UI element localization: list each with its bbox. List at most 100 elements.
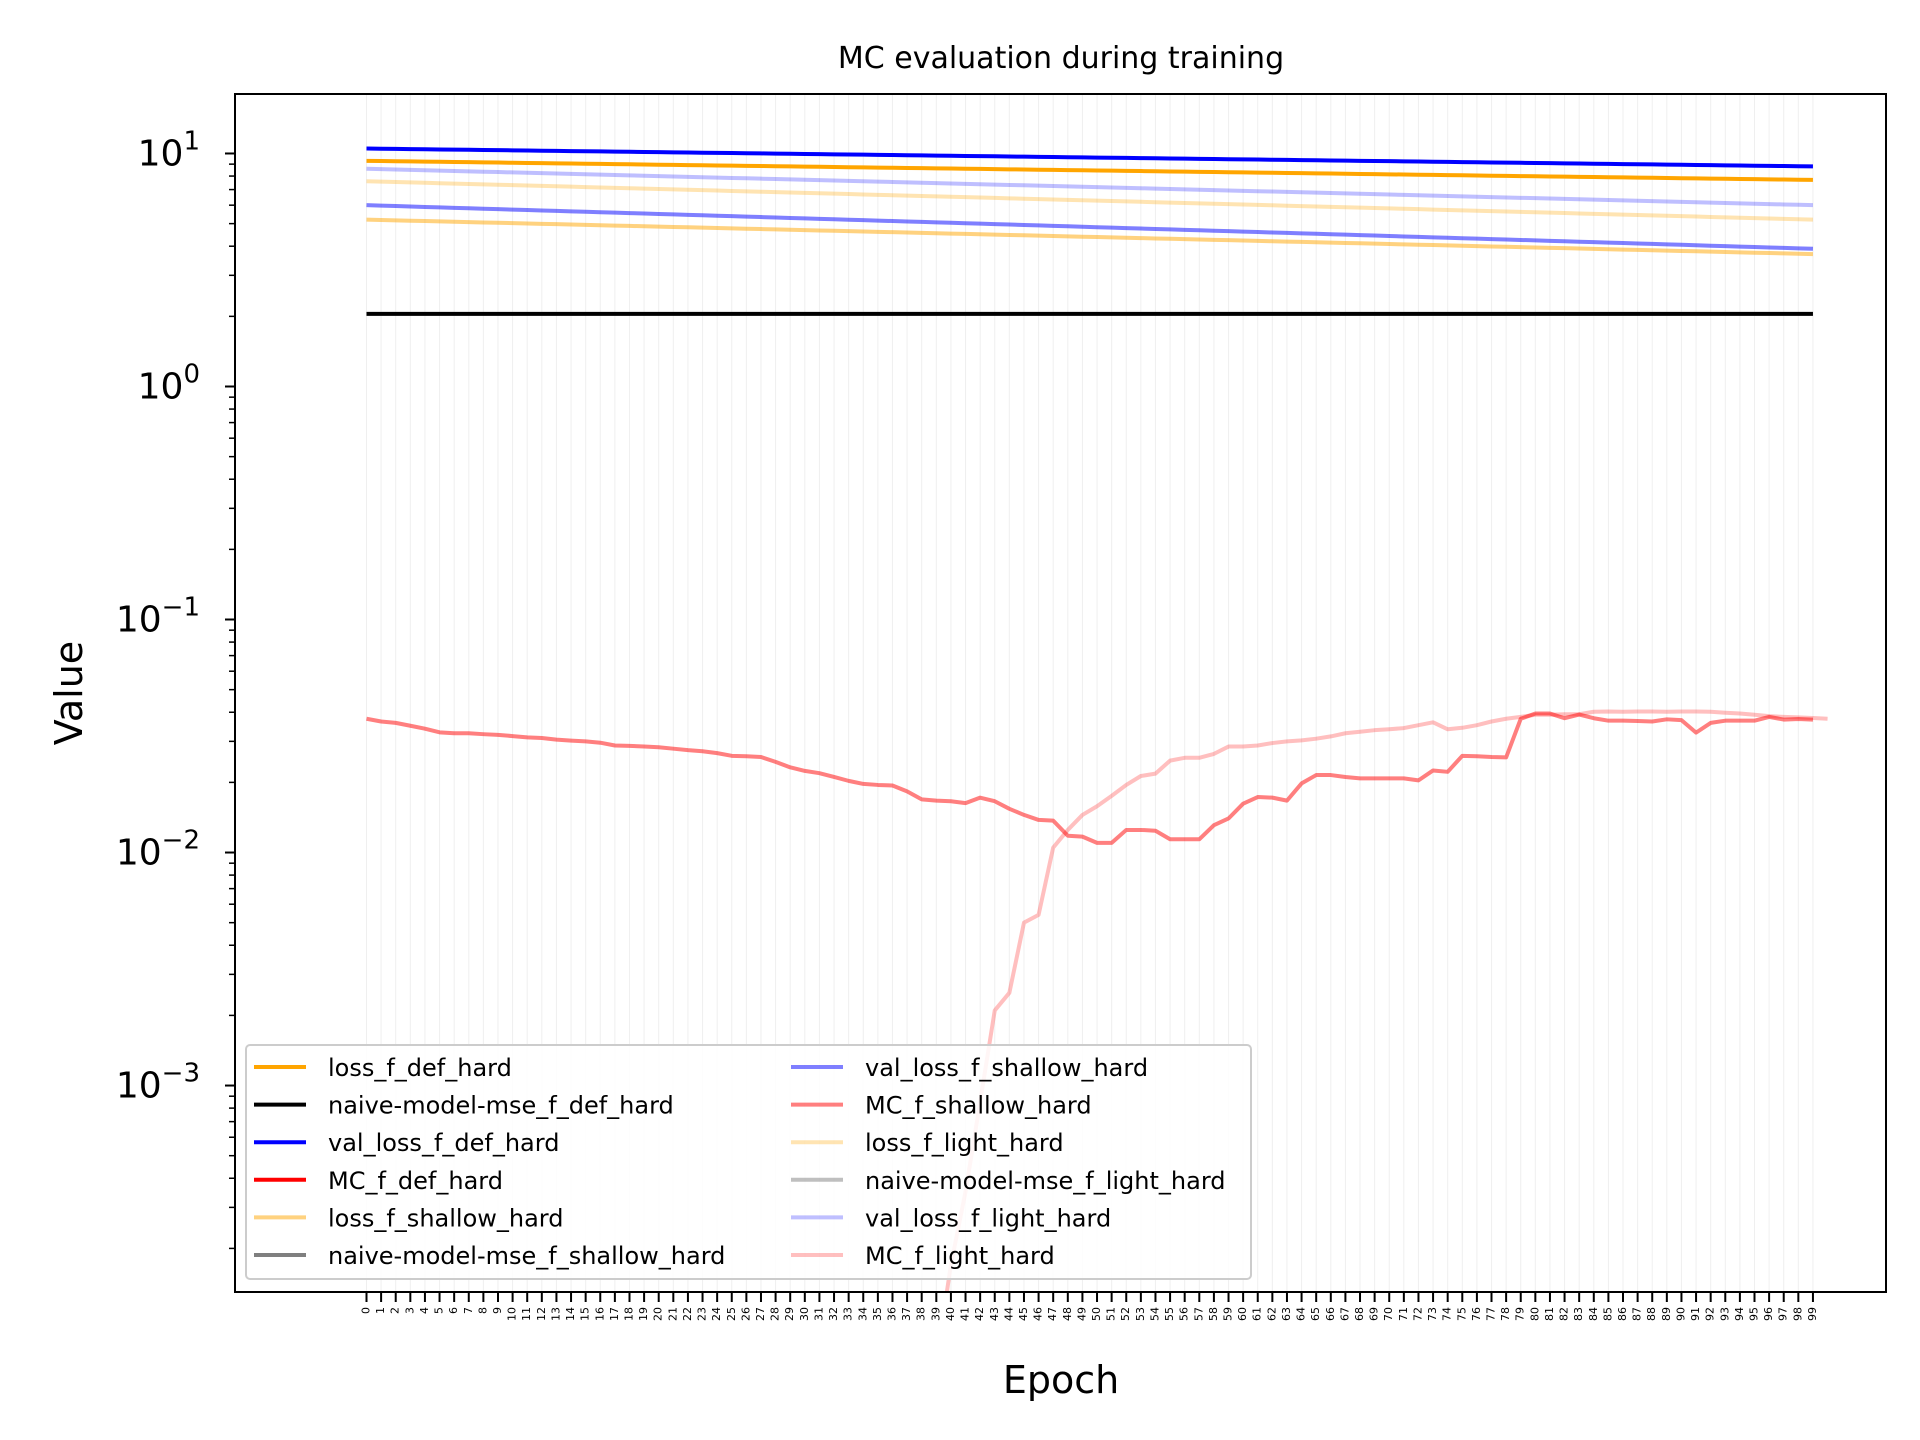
legend: loss_f_def_hard naive-model-mse_f_def_har…	[245, 1044, 1252, 1280]
x-tick-label: 31	[812, 1307, 825, 1321]
x-tick-label: 89	[1660, 1307, 1673, 1321]
x-tick-label: 64	[1295, 1307, 1308, 1321]
x-tick-label: 30	[798, 1307, 811, 1321]
x-tick-label: 18	[622, 1307, 635, 1321]
x-tick-label: 73	[1426, 1307, 1439, 1321]
x-tick-label: 52	[1119, 1307, 1132, 1321]
x-tick-label: 1	[374, 1307, 387, 1314]
legend-label: val_loss_f_def_hard	[328, 1129, 559, 1157]
x-tick-label: 62	[1265, 1307, 1278, 1321]
x-tick-label: 44	[1002, 1307, 1015, 1321]
x-tick-label: 45	[1017, 1307, 1030, 1321]
x-tick-label: 34	[856, 1307, 869, 1321]
plot-frame	[234, 93, 1887, 1293]
x-tick-label: 74	[1441, 1307, 1454, 1321]
chart-title: MC evaluation during training	[838, 41, 1284, 76]
x-axis: 0 1 2 3 4 5 6 7 8 9 10 11 12 13 14 15 16 17 18 19 20 21 22 23 24…	[359, 1292, 1819, 1321]
x-tick-label: 27	[754, 1307, 767, 1321]
x-tick-label: 95	[1748, 1307, 1761, 1321]
legend-label: loss_f_def_hard	[328, 1054, 512, 1082]
x-tick-label: 90	[1674, 1307, 1687, 1321]
x-tick-label: 76	[1470, 1307, 1483, 1321]
x-tick-label: 51	[1105, 1307, 1118, 1321]
x-tick-label: 92	[1704, 1307, 1717, 1321]
plot-series	[366, 146, 1828, 1292]
legend-label: naive-model-mse_f_light_hard	[865, 1167, 1226, 1195]
x-tick-label: 57	[1192, 1307, 1205, 1321]
series-line-val_loss_f_shallow_hard	[366, 203, 1814, 251]
x-tick-label: 29	[783, 1307, 796, 1321]
x-tick-label: 71	[1397, 1307, 1410, 1321]
x-tick-label: 10	[506, 1307, 519, 1321]
x-tick-label: 24	[710, 1307, 723, 1321]
x-tick-label: 43	[988, 1307, 1001, 1321]
legend-label: loss_f_shallow_hard	[328, 1204, 563, 1232]
x-tick-label: 7	[462, 1307, 475, 1314]
x-tick-label: 12	[535, 1307, 548, 1321]
legend-label: naive-model-mse_f_def_hard	[328, 1092, 674, 1120]
legend-label: loss_f_light_hard	[865, 1129, 1064, 1157]
x-tick-label: 54	[1148, 1307, 1161, 1321]
x-tick-label: 98	[1791, 1307, 1804, 1321]
x-tick-label: 5	[433, 1307, 446, 1314]
x-tick-label: 86	[1616, 1307, 1629, 1321]
y-tick-label: 101	[138, 126, 200, 174]
legend-label: val_loss_f_shallow_hard	[865, 1054, 1148, 1082]
x-tick-label: 42	[973, 1307, 986, 1321]
x-tick-label: 49	[1075, 1307, 1088, 1321]
x-tick-label: 59	[1222, 1307, 1235, 1321]
x-tick-label: 16	[593, 1307, 606, 1321]
x-tick-label: 93	[1718, 1307, 1731, 1321]
x-tick-label: 25	[725, 1307, 738, 1321]
x-tick-label: 2	[389, 1307, 402, 1314]
x-tick-label: 23	[696, 1307, 709, 1321]
x-tick-label: 11	[520, 1307, 533, 1321]
x-tick-label: 78	[1499, 1307, 1512, 1321]
y-tick-label: 10−1	[116, 593, 200, 641]
x-tick-label: 19	[637, 1307, 650, 1321]
x-tick-label: 72	[1411, 1307, 1424, 1321]
x-tick-label: 75	[1455, 1307, 1468, 1321]
x-axis-label: Epoch	[1003, 1358, 1119, 1402]
legend-box	[245, 1044, 1252, 1280]
series-line-loss_f_def_hard	[366, 158, 1813, 182]
x-tick-label: 66	[1324, 1307, 1337, 1321]
y-tick-label: 10−2	[116, 826, 200, 874]
series-line-val_loss_f_def_hard	[366, 146, 1813, 169]
x-tick-label: 70	[1382, 1307, 1395, 1321]
x-tick-label: 32	[827, 1307, 840, 1321]
x-tick-label: 60	[1236, 1307, 1249, 1321]
x-tick-label: 3	[403, 1307, 416, 1314]
x-tick-label: 91	[1689, 1307, 1702, 1321]
legend-label: MC_f_def_hard	[328, 1167, 503, 1195]
series-line-val_loss_f_light_hard	[366, 166, 1814, 208]
x-tick-label: 77	[1485, 1307, 1498, 1321]
x-tick-label: 99	[1806, 1307, 1819, 1321]
x-tick-label: 15	[579, 1307, 592, 1321]
x-tick-label: 96	[1762, 1307, 1775, 1321]
x-tick-label: 88	[1645, 1307, 1658, 1321]
legend-label: MC_f_shallow_hard	[865, 1092, 1092, 1120]
x-tick-label: 26	[739, 1307, 752, 1321]
x-tick-label: 20	[652, 1307, 665, 1321]
x-tick-label: 35	[871, 1307, 884, 1321]
x-tick-label: 56	[1178, 1307, 1191, 1321]
x-tick-label: 67	[1338, 1307, 1351, 1321]
x-tick-label: 68	[1353, 1307, 1366, 1321]
x-tick-label: 41	[959, 1307, 972, 1321]
y-axis: 101 100 10−1 10−2 10−3	[116, 126, 235, 1250]
legend-label: MC_f_light_hard	[865, 1242, 1055, 1270]
y-tick-label: 10−3	[116, 1059, 200, 1107]
x-tick-label: 8	[476, 1307, 489, 1314]
x-tick-label: 39	[929, 1307, 942, 1321]
x-tick-label: 82	[1558, 1307, 1571, 1321]
x-tick-label: 48	[1061, 1307, 1074, 1321]
x-tick-label: 33	[842, 1307, 855, 1321]
x-tick-label: 79	[1514, 1307, 1527, 1321]
x-tick-label: 58	[1207, 1307, 1220, 1321]
x-tick-label: 22	[681, 1307, 694, 1321]
series-line-loss_f_shallow_hard	[366, 217, 1813, 257]
x-tick-label: 53	[1134, 1307, 1147, 1321]
x-tick-label: 46	[1032, 1307, 1045, 1321]
